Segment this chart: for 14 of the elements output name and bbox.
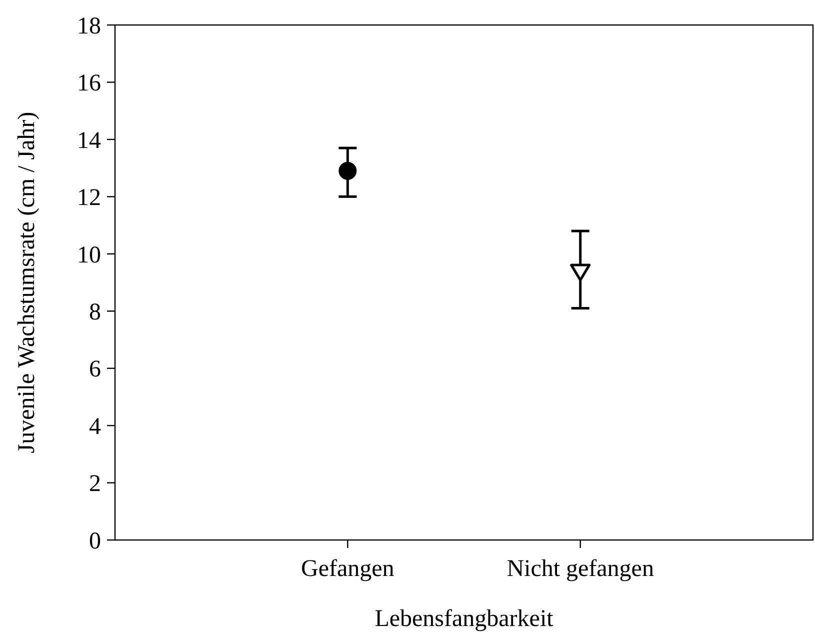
y-tick-label: 4 [89,414,101,440]
y-tick-label: 2 [89,471,101,498]
y-tick-label: 12 [77,185,101,212]
y-tick-label: 10 [77,242,101,268]
y-tick-label: 14 [77,128,101,154]
y-axis-title: Juvenile Wachstumsrate (cm / Jahr) [14,112,40,454]
y-tick-label: 16 [77,70,101,97]
x-tick-label: Gefangen [301,556,394,582]
y-tick-label: 8 [89,300,101,326]
y-tick-label: 18 [77,13,101,40]
y-tick-label: 6 [89,356,101,383]
x-tick-label: Nicht gefangen [506,556,654,582]
x-axis-title: Lebensfangbarkeit [374,606,554,632]
y-tick-label: 0 [89,528,101,554]
